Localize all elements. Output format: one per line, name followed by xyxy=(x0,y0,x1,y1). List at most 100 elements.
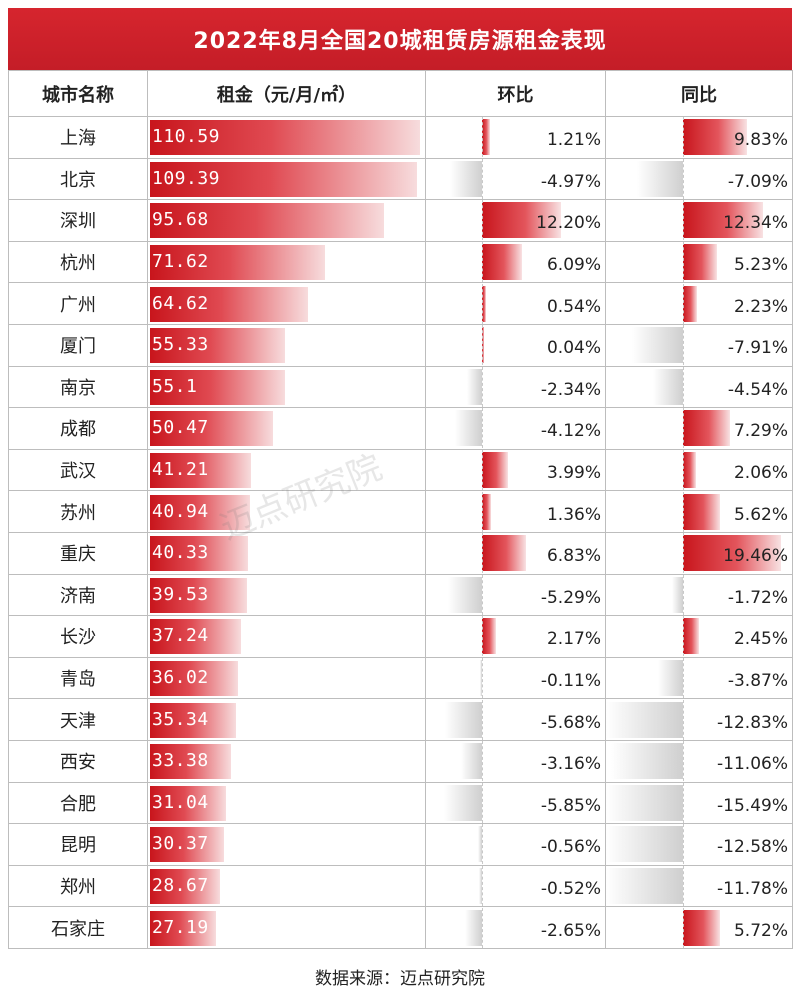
yoy-zero-axis xyxy=(683,325,684,366)
city-cell: 合肥 xyxy=(8,781,148,825)
rent-value-label: 36.02 xyxy=(152,667,209,689)
rent-bar xyxy=(150,536,249,572)
mom-cell-inner: 1.36% xyxy=(426,491,605,532)
mom-cell: -4.97% xyxy=(425,157,606,201)
yoy-value-label: 12.34% xyxy=(723,213,788,234)
yoy-value-label: -11.78% xyxy=(717,878,788,899)
yoy-value-label: -3.87% xyxy=(727,671,788,692)
mom-value-label: -3.16% xyxy=(540,754,601,775)
city-cell: 上海 xyxy=(8,116,148,159)
yoy-negative-bar xyxy=(636,160,683,197)
yoy-value-label: -7.09% xyxy=(727,171,788,192)
city-name: 郑州 xyxy=(60,876,96,898)
yoy-positive-bar xyxy=(683,535,781,572)
mom-negative-bar xyxy=(443,784,482,821)
yoy-cell: -7.91% xyxy=(605,323,793,367)
mom-cell: -5.29% xyxy=(425,573,606,617)
table-row: 西安 33.38 -3.16% -11.06% xyxy=(8,739,793,783)
rent-value-label: 37.24 xyxy=(152,625,209,647)
city-name: 成都 xyxy=(60,419,96,441)
mom-positive-bar xyxy=(482,493,491,530)
rent-cell: 39.53 xyxy=(147,573,426,617)
yoy-cell: 5.72% xyxy=(605,906,793,949)
yoy-value-label: 2.23% xyxy=(733,296,788,317)
mom-cell: -2.34% xyxy=(425,365,606,409)
table-row: 上海 110.59 1.21% 9.83% xyxy=(8,116,793,159)
yoy-cell: -11.78% xyxy=(605,864,793,908)
mom-zero-axis xyxy=(482,117,483,158)
mom-cell: -0.56% xyxy=(425,823,606,866)
mom-cell: 1.36% xyxy=(425,490,606,533)
mom-cell-inner: 6.83% xyxy=(426,533,605,574)
yoy-cell: -3.87% xyxy=(605,656,793,700)
city-name: 深圳 xyxy=(60,211,96,233)
table-row: 昆明 30.37 -0.56% -12.58% xyxy=(8,823,793,866)
city-cell: 长沙 xyxy=(8,615,148,658)
yoy-negative-bar xyxy=(631,327,683,364)
rent-cell-inner: 95.68 xyxy=(148,200,425,240)
table-row: 广州 64.62 0.54% 2.23% xyxy=(8,282,793,325)
city-name: 济南 xyxy=(60,585,96,607)
mom-cell: -4.12% xyxy=(425,407,606,450)
mom-value-label: -5.68% xyxy=(540,712,601,733)
city-name: 杭州 xyxy=(60,253,96,275)
rent-cell-inner: 40.33 xyxy=(148,533,425,573)
rent-cell: 40.94 xyxy=(147,490,426,533)
mom-zero-axis xyxy=(482,366,483,407)
city-cell: 昆明 xyxy=(8,823,148,866)
rent-bar xyxy=(150,369,285,405)
rent-value-label: 30.37 xyxy=(152,833,209,855)
yoy-value-label: -12.83% xyxy=(717,712,788,733)
mom-cell: 0.54% xyxy=(425,282,606,325)
mom-cell-inner: 6.09% xyxy=(426,242,605,283)
mom-value-label: -4.97% xyxy=(540,171,601,192)
yoy-value-label: 2.45% xyxy=(733,629,788,650)
rent-bar xyxy=(150,827,225,863)
yoy-cell: -7.09% xyxy=(605,157,793,201)
rent-cell: 55.1 xyxy=(147,365,426,409)
yoy-cell-inner: -1.72% xyxy=(606,574,792,615)
mom-zero-axis xyxy=(482,824,483,865)
mom-cell: 3.99% xyxy=(425,448,606,492)
yoy-cell-inner: -7.91% xyxy=(606,325,792,366)
mom-cell: 1.21% xyxy=(425,116,606,159)
rent-cell-inner: 39.53 xyxy=(148,575,425,615)
city-cell: 青岛 xyxy=(8,656,148,700)
rent-bar xyxy=(150,910,217,946)
yoy-zero-axis xyxy=(683,782,684,823)
data-source-note: 数据来源：迈点研究院 xyxy=(315,969,485,989)
table-row: 北京 109.39 -4.97% -7.09% xyxy=(8,157,793,201)
city-name: 石家庄 xyxy=(51,918,105,940)
table-row: 厦门 55.33 0.04% -7.91% xyxy=(8,323,793,367)
rent-bar xyxy=(150,661,238,697)
rent-cell-inner: 64.62 xyxy=(148,284,425,324)
yoy-cell-inner: -11.06% xyxy=(606,741,792,782)
yoy-negative-bar xyxy=(671,576,683,613)
table-row: 郑州 28.67 -0.52% -11.78% xyxy=(8,864,793,908)
yoy-cell: 5.62% xyxy=(605,490,793,533)
yoy-cell-inner: -7.09% xyxy=(606,158,792,199)
rent-value-label: 41.21 xyxy=(152,459,209,481)
yoy-negative-bar xyxy=(606,784,683,821)
mom-value-label: -5.85% xyxy=(540,795,601,816)
yoy-value-label: -12.58% xyxy=(717,837,788,858)
mom-zero-axis xyxy=(482,200,483,241)
table-row: 石家庄 27.19 -2.65% 5.72% xyxy=(8,906,793,949)
yoy-zero-axis xyxy=(683,242,684,283)
mom-positive-bar xyxy=(482,202,562,239)
city-cell: 石家庄 xyxy=(8,906,148,949)
yoy-positive-bar xyxy=(683,909,721,946)
table-row: 长沙 37.24 2.17% 2.45% xyxy=(8,615,793,658)
mom-negative-bar xyxy=(445,701,482,738)
yoy-cell: -1.72% xyxy=(605,573,793,617)
rent-bar xyxy=(150,328,286,364)
yoy-value-label: 9.83% xyxy=(733,130,788,151)
rent-bar xyxy=(150,619,241,655)
table-row: 青岛 36.02 -0.11% -3.87% xyxy=(8,656,793,700)
yoy-cell: 7.29% xyxy=(605,407,793,450)
rent-value-label: 31.04 xyxy=(152,791,209,813)
mom-value-label: -0.52% xyxy=(540,878,601,899)
mom-cell: 6.09% xyxy=(425,240,606,284)
yoy-zero-axis xyxy=(683,491,684,532)
rent-value-label: 110.59 xyxy=(152,126,221,148)
